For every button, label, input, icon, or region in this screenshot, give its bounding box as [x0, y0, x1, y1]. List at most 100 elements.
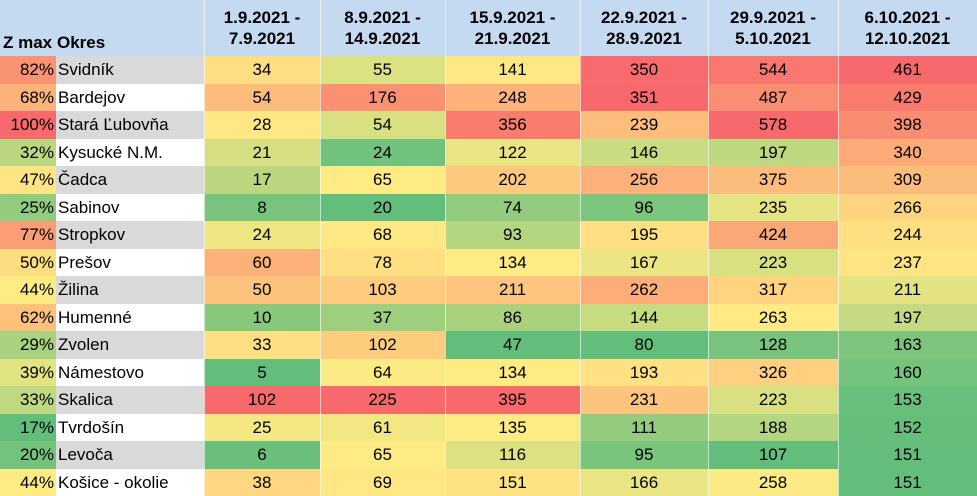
value-cell: 116: [445, 441, 580, 469]
zmax-cell: 47%: [0, 166, 56, 194]
value-cell: 487: [708, 83, 838, 111]
value-cell: 225: [320, 386, 445, 414]
value-cell: 103: [320, 276, 445, 304]
district-name: Humenné: [56, 303, 204, 331]
header-week: 29.9.2021 - 5.10.2021: [708, 0, 838, 56]
value-cell: 235: [708, 193, 838, 221]
value-cell: 8: [204, 193, 320, 221]
column-divider: [838, 0, 839, 496]
value-cell: 356: [445, 111, 580, 139]
value-cell: 151: [838, 468, 977, 496]
zmax-cell: 50%: [0, 248, 56, 276]
value-cell: 128: [708, 331, 838, 359]
value-cell: 176: [320, 83, 445, 111]
zmax-cell: 39%: [0, 358, 56, 386]
value-cell: 37: [320, 303, 445, 331]
value-cell: 193: [580, 358, 708, 386]
district-name: Čadca: [56, 166, 204, 194]
value-cell: 54: [320, 111, 445, 139]
column-divider: [204, 0, 205, 496]
value-cell: 102: [320, 331, 445, 359]
value-cell: 211: [445, 276, 580, 304]
district-name: Stará Ľubovňa: [56, 111, 204, 139]
value-cell: 266: [838, 193, 977, 221]
value-cell: 80: [580, 331, 708, 359]
zmax-cell: 29%: [0, 331, 56, 359]
value-cell: 151: [838, 441, 977, 469]
value-cell: 141: [445, 56, 580, 84]
value-cell: 326: [708, 358, 838, 386]
value-cell: 578: [708, 111, 838, 139]
value-cell: 351: [580, 83, 708, 111]
zmax-cell: 25%: [0, 193, 56, 221]
value-cell: 395: [445, 386, 580, 414]
value-cell: 78: [320, 248, 445, 276]
value-cell: 122: [445, 138, 580, 166]
zmax-cell: 82%: [0, 56, 56, 84]
value-cell: 258: [708, 468, 838, 496]
value-cell: 74: [445, 193, 580, 221]
value-cell: 424: [708, 221, 838, 249]
district-name: Svidník: [56, 56, 204, 84]
zmax-cell: 32%: [0, 138, 56, 166]
value-cell: 96: [580, 193, 708, 221]
value-cell: 256: [580, 166, 708, 194]
district-name: Bardejov: [56, 83, 204, 111]
header-week-line: 5.10.2021: [735, 29, 811, 48]
value-cell: 350: [580, 56, 708, 84]
value-cell: 167: [580, 248, 708, 276]
value-cell: 237: [838, 248, 977, 276]
header-week-line: 29.9.2021 -: [729, 8, 816, 27]
value-cell: 20: [320, 193, 445, 221]
value-cell: 202: [445, 166, 580, 194]
value-cell: 309: [838, 166, 977, 194]
value-cell: 153: [838, 386, 977, 414]
value-cell: 61: [320, 413, 445, 441]
value-cell: 33: [204, 331, 320, 359]
value-cell: 197: [708, 138, 838, 166]
value-cell: 544: [708, 56, 838, 84]
district-name: Stropkov: [56, 221, 204, 249]
value-cell: 262: [580, 276, 708, 304]
district-name: Žilina: [56, 276, 204, 304]
value-cell: 65: [320, 166, 445, 194]
value-cell: 134: [445, 248, 580, 276]
value-cell: 24: [204, 221, 320, 249]
value-cell: 152: [838, 413, 977, 441]
value-cell: 111: [580, 413, 708, 441]
value-cell: 461: [838, 56, 977, 84]
value-cell: 244: [838, 221, 977, 249]
column-divider: [580, 0, 581, 496]
value-cell: 375: [708, 166, 838, 194]
value-cell: 317: [708, 276, 838, 304]
zmax-cell: 62%: [0, 303, 56, 331]
header-week-line: 22.9.2021 -: [600, 8, 687, 27]
value-cell: 95: [580, 441, 708, 469]
header-week: 8.9.2021 - 14.9.2021: [320, 0, 445, 56]
district-name: Prešov: [56, 248, 204, 276]
header-week-line: 12.10.2021: [864, 29, 951, 48]
value-cell: 135: [445, 413, 580, 441]
district-name: Levoča: [56, 441, 204, 469]
value-cell: 24: [320, 138, 445, 166]
value-cell: 5: [204, 358, 320, 386]
value-cell: 50: [204, 276, 320, 304]
header-week: 22.9.2021 - 28.9.2021: [580, 0, 708, 56]
value-cell: 231: [580, 386, 708, 414]
header-week-line: 7.9.2021: [228, 29, 296, 48]
district-name: Kysucké N.M.: [56, 138, 204, 166]
header-week-line: 8.9.2021 -: [344, 8, 421, 27]
value-cell: 429: [838, 83, 977, 111]
value-cell: 10: [204, 303, 320, 331]
value-cell: 28: [204, 111, 320, 139]
value-cell: 223: [708, 386, 838, 414]
district-name: Sabinov: [56, 193, 204, 221]
value-cell: 144: [580, 303, 708, 331]
value-cell: 134: [445, 358, 580, 386]
value-cell: 197: [838, 303, 977, 331]
value-cell: 69: [320, 468, 445, 496]
value-cell: 107: [708, 441, 838, 469]
zmax-cell: 44%: [0, 468, 56, 496]
value-cell: 21: [204, 138, 320, 166]
